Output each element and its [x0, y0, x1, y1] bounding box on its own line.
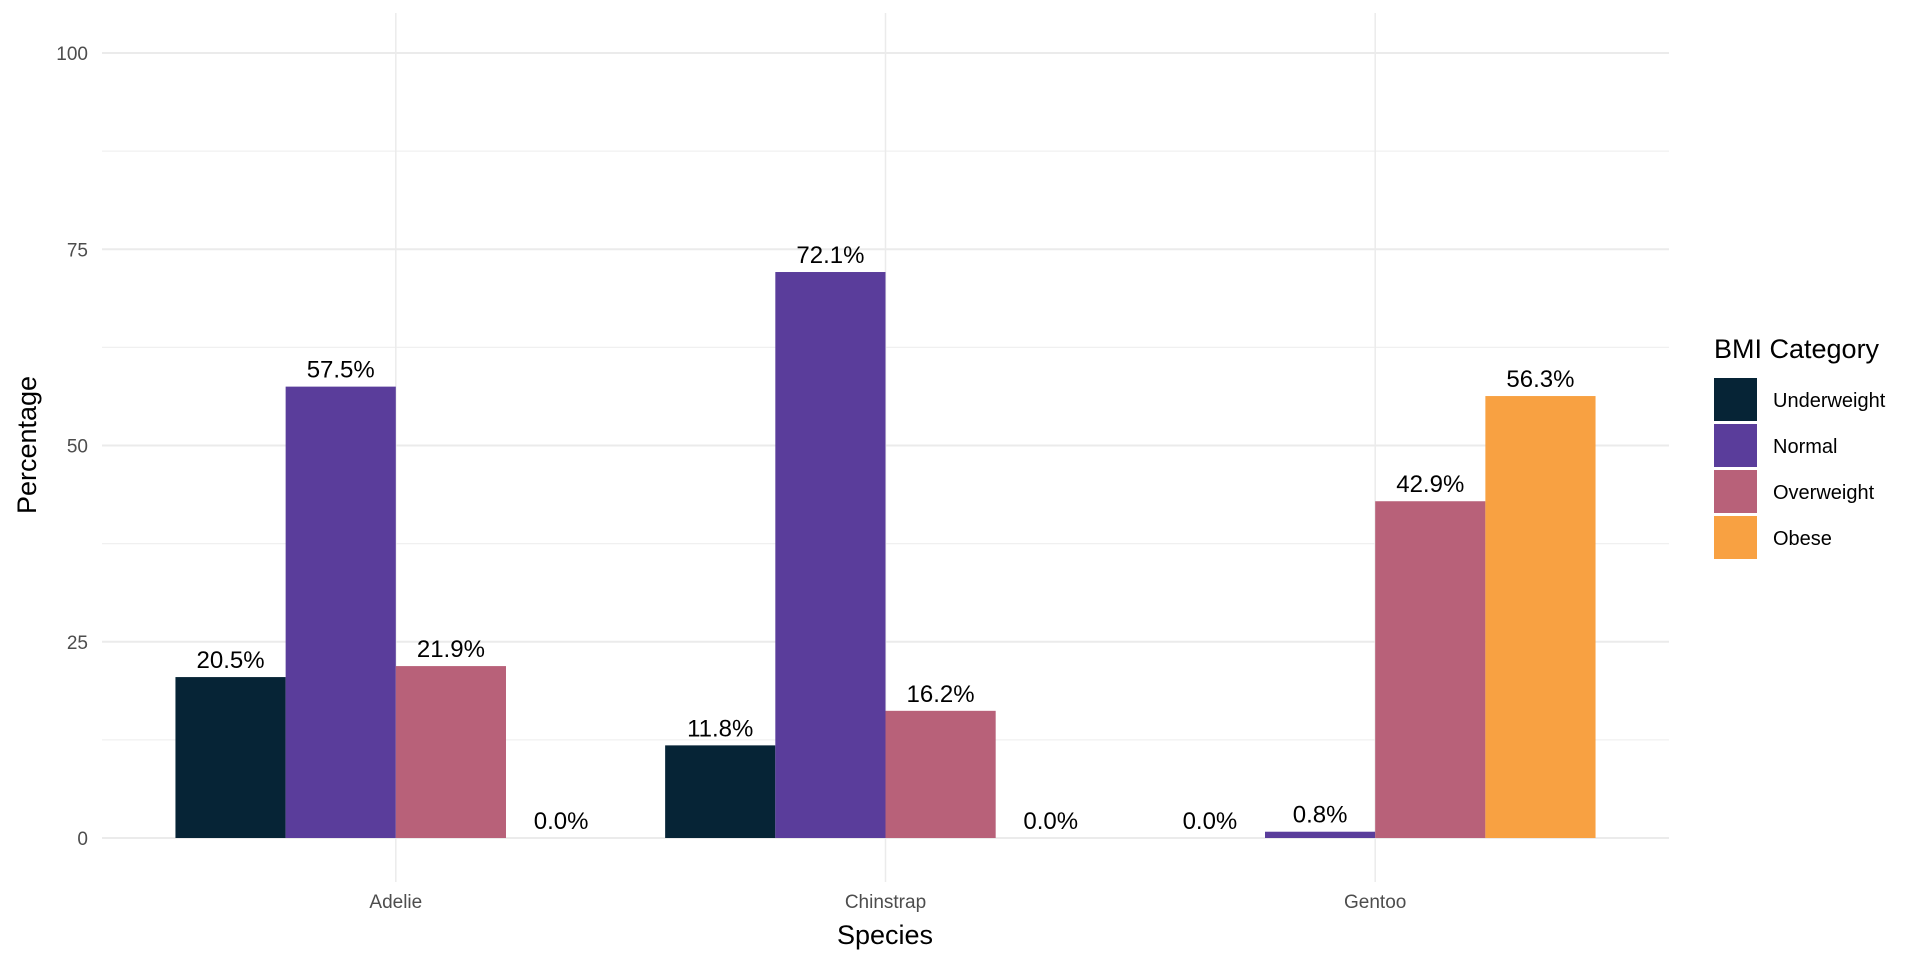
data-label: 0.0% [1183, 808, 1238, 835]
data-label: 20.5% [197, 647, 265, 674]
y-tick-label: 25 [67, 633, 88, 654]
bar-normal-adelie [285, 386, 396, 838]
data-label: 42.9% [1396, 471, 1464, 498]
y-axis-ticks: 0 25 50 75 100 [56, 44, 88, 850]
legend-label: Overweight [1773, 482, 1875, 504]
legend-label: Obese [1773, 528, 1832, 550]
x-axis-ticks: Adelie Chinstrap Gentoo [369, 892, 1406, 913]
data-labels: 20.5% 11.8% 0.0% 57.5% 72.1% 0.8% 21.9% 16.2% 42… [197, 242, 1575, 835]
y-axis-title: Percentage [12, 376, 42, 514]
y-tick-label: 0 [77, 829, 88, 850]
legend-label: Underweight [1773, 390, 1886, 412]
bar-overweight-chinstrap [885, 710, 996, 838]
legend: BMI Category Underweight Normal Overweight… [1714, 334, 1886, 559]
bar-obese-gentoo [1485, 396, 1596, 838]
legend-key-obese [1714, 516, 1757, 559]
y-tick-label: 100 [56, 44, 88, 65]
bar-normal-gentoo [1265, 831, 1376, 838]
legend-key-overweight [1714, 470, 1757, 513]
y-tick-label: 75 [67, 240, 88, 261]
legend-title: BMI Category [1714, 334, 1880, 364]
x-axis-title: Species [837, 920, 933, 950]
data-label: 57.5% [307, 357, 375, 384]
bar-normal-chinstrap [775, 272, 886, 838]
data-label: 0.8% [1293, 802, 1348, 829]
data-label: 11.8% [687, 715, 753, 742]
y-tick-label: 50 [67, 437, 88, 458]
x-tick-label: Chinstrap [845, 892, 926, 913]
data-label: 21.9% [417, 636, 485, 663]
x-tick-label: Gentoo [1344, 892, 1406, 913]
bar-underweight-adelie [175, 677, 286, 838]
data-label: 56.3% [1506, 366, 1574, 393]
bar-underweight-chinstrap [665, 745, 776, 838]
x-tick-label: Adelie [369, 892, 422, 913]
legend-key-normal [1714, 424, 1757, 467]
legend-label: Normal [1773, 436, 1837, 458]
data-label: 0.0% [534, 808, 589, 835]
data-label: 72.1% [796, 242, 864, 269]
bar-overweight-gentoo [1375, 501, 1486, 838]
data-label: 0.0% [1023, 808, 1078, 835]
legend-key-underweight [1714, 378, 1757, 421]
data-label: 16.2% [907, 681, 975, 708]
bars [175, 272, 1596, 838]
bar-overweight-adelie [395, 666, 506, 838]
